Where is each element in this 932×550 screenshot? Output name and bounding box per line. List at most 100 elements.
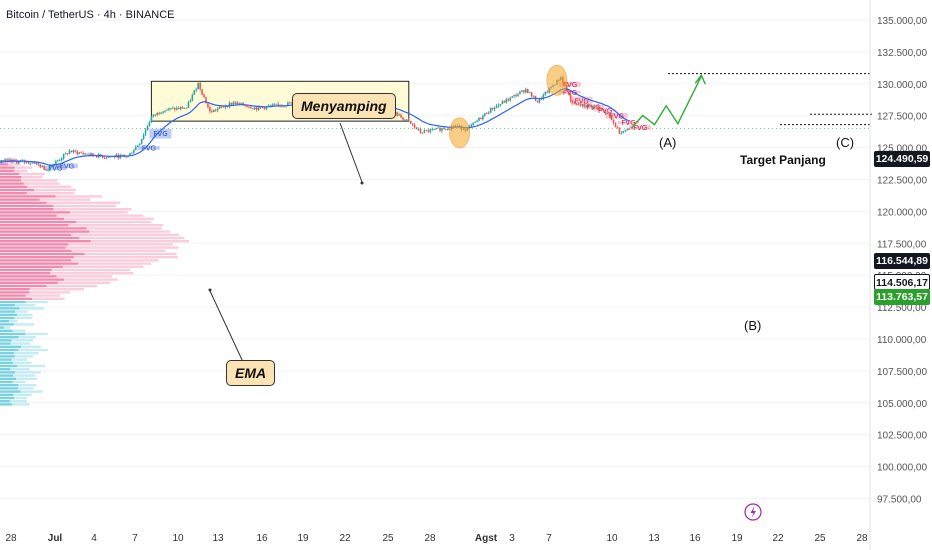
ema-leader-dot (208, 288, 212, 292)
volume-bar (12, 380, 26, 384)
x-tick-label: 16 (689, 533, 701, 544)
volume-bar (0, 169, 15, 172)
candle-body (612, 119, 615, 123)
candle-body (482, 115, 484, 120)
candle-body (614, 122, 617, 128)
candle-body (70, 150, 73, 153)
candle-body (138, 143, 141, 146)
candle-body (478, 117, 480, 121)
candle-body (121, 154, 123, 156)
volume-bar (29, 288, 84, 291)
volume-bar (64, 217, 154, 220)
candle-body (402, 117, 404, 120)
candle-body (536, 100, 539, 103)
candle-body (131, 152, 133, 154)
volume-bar (0, 313, 18, 316)
candle-body (37, 162, 40, 165)
volume-bar (0, 310, 16, 313)
y-tick-label: 102.500,00 (877, 431, 927, 442)
volume-bar (13, 323, 35, 326)
x-tick-label: 28 (5, 533, 17, 544)
x-tick-label: 7 (132, 533, 138, 544)
candle-body (29, 162, 32, 164)
candle-body (33, 162, 36, 164)
candle-body (279, 104, 281, 106)
candle-body (445, 128, 447, 130)
candle-body (187, 102, 190, 108)
time-axis[interactable]: 28 Jul 4 7 10 13 16 19 22 25 28 Agst 3 7 10 13 16 19 22 25 2… (5, 533, 868, 544)
volume-bar (56, 275, 113, 278)
candle-body (583, 104, 586, 107)
candle-body (162, 111, 164, 113)
candle-body (246, 106, 248, 108)
x-tick-label: 19 (731, 533, 743, 544)
volume-bar (0, 403, 13, 406)
fvg-label: FVG (610, 112, 624, 120)
volume-bar (18, 336, 36, 339)
volume-bar (21, 345, 41, 348)
candle-body (199, 82, 201, 90)
range-leader-dot (360, 181, 364, 185)
candle-body (10, 159, 12, 162)
y-tick-label: 135.000,00 (877, 16, 927, 27)
candle-body (105, 157, 108, 159)
volume-bar (0, 272, 51, 275)
projection-path (630, 73, 706, 129)
candle-body (47, 169, 49, 171)
candle-body (27, 161, 30, 164)
candle-body (275, 103, 277, 105)
candle-body (12, 159, 14, 162)
volume-bar (0, 387, 18, 390)
candle-body (234, 102, 237, 104)
volume-bar (0, 352, 14, 355)
volume-bar (79, 236, 185, 240)
volume-bar (0, 380, 13, 384)
projection-arrowhead (694, 73, 706, 85)
candle-body (626, 129, 628, 131)
volume-bar (0, 377, 17, 380)
candle-body (599, 108, 601, 110)
volume-bar (24, 332, 48, 336)
volume-bar (0, 176, 22, 179)
y-tick-label: 122.500,00 (877, 176, 927, 187)
volume-bar (0, 268, 52, 272)
volume-bar (17, 387, 34, 390)
fvg-zone (44, 166, 67, 171)
volume-bar (65, 246, 179, 249)
candle-body (80, 152, 82, 154)
candle-body (486, 113, 488, 115)
candle-body (31, 162, 34, 164)
level1-price-tag: 116.544,89 (874, 253, 930, 269)
candle-body (244, 105, 246, 107)
lightning-icon[interactable] (744, 503, 762, 521)
volume-bar (13, 352, 39, 355)
ema-annotation: EMA (226, 360, 276, 386)
candle-body (443, 128, 445, 130)
volume-bar (0, 201, 47, 204)
candle-body (437, 127, 439, 129)
volume-bar (11, 339, 34, 342)
candle-body (166, 109, 168, 111)
candle-body (101, 156, 104, 158)
candle-body (86, 153, 88, 155)
y-tick-label: 120.000,00 (877, 207, 927, 218)
volume-bar (0, 256, 74, 259)
x-tick-label: 7 (546, 533, 552, 544)
target-label: Target Panjang (738, 153, 828, 167)
candle-body (400, 114, 402, 118)
candle-body (581, 104, 584, 106)
fvg-zone (137, 146, 160, 150)
candle-body (396, 112, 398, 116)
volume-bar (8, 320, 18, 323)
volume-bar (14, 304, 36, 307)
fvg-zone (558, 91, 581, 94)
volume-bar (0, 179, 21, 182)
candle-body (620, 132, 623, 134)
candle-body (154, 114, 157, 116)
candle-body (447, 128, 449, 130)
candle-body (228, 103, 231, 107)
fvg-label: FVG (563, 81, 577, 89)
x-tick-label: 19 (297, 533, 309, 544)
volume-bar (39, 198, 91, 201)
